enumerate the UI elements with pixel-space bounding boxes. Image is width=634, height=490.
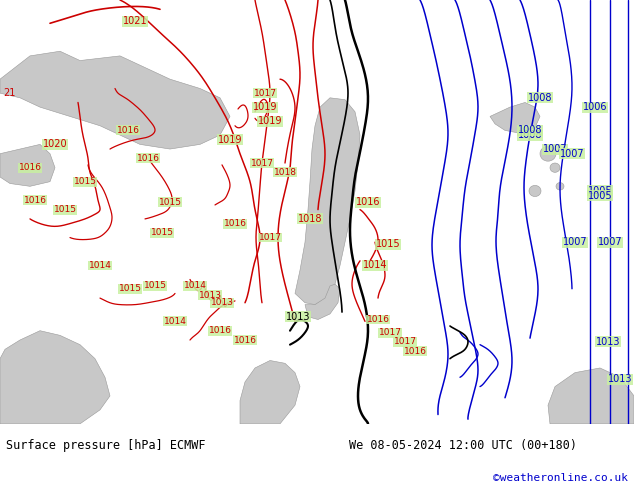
Text: 1016: 1016 [136, 154, 160, 163]
Text: 1013: 1013 [596, 337, 620, 347]
Text: 1017: 1017 [259, 233, 281, 242]
Text: 1008: 1008 [518, 130, 542, 140]
Text: 1020: 1020 [42, 139, 67, 149]
Text: 1015: 1015 [150, 228, 174, 237]
Text: 1017: 1017 [394, 338, 417, 346]
Polygon shape [490, 102, 540, 133]
Text: 1008: 1008 [518, 125, 542, 135]
Text: 1013: 1013 [608, 374, 632, 384]
Text: 1015: 1015 [143, 281, 167, 291]
Text: 1014: 1014 [363, 261, 387, 270]
Text: 1016: 1016 [117, 126, 139, 135]
Text: 1007: 1007 [543, 144, 567, 154]
Text: 1014: 1014 [89, 261, 112, 270]
Text: 1015: 1015 [158, 197, 181, 207]
Circle shape [550, 163, 560, 172]
Text: 1019: 1019 [258, 116, 282, 126]
Polygon shape [295, 98, 360, 305]
Circle shape [529, 185, 541, 196]
Text: 1021: 1021 [123, 17, 147, 26]
Polygon shape [0, 51, 230, 149]
Text: 1017: 1017 [254, 89, 276, 98]
Text: 1019: 1019 [253, 102, 277, 112]
Text: 1014: 1014 [164, 317, 186, 326]
Text: 1013: 1013 [210, 298, 233, 307]
Polygon shape [0, 145, 55, 186]
Text: 1006: 1006 [583, 102, 607, 112]
Polygon shape [305, 284, 340, 319]
Text: 1018: 1018 [298, 214, 322, 224]
Polygon shape [0, 331, 110, 424]
Text: 1016: 1016 [233, 336, 257, 344]
Text: Surface pressure [hPa] ECMWF: Surface pressure [hPa] ECMWF [6, 439, 206, 451]
Text: 1005: 1005 [588, 191, 612, 200]
Polygon shape [548, 368, 634, 424]
Circle shape [556, 183, 564, 190]
Text: 1016: 1016 [224, 219, 247, 228]
Text: 1013: 1013 [198, 291, 221, 300]
Text: 1015: 1015 [119, 284, 141, 294]
Text: ©weatheronline.co.uk: ©weatheronline.co.uk [493, 473, 628, 483]
Text: 1017: 1017 [250, 159, 273, 168]
Text: 1007: 1007 [560, 148, 585, 159]
Text: 1007: 1007 [563, 237, 587, 247]
Text: 1005: 1005 [588, 186, 612, 196]
Text: 1016: 1016 [366, 315, 389, 324]
Text: 1016: 1016 [18, 163, 41, 172]
Text: 1018: 1018 [273, 168, 297, 177]
Text: 1019: 1019 [217, 135, 242, 145]
Polygon shape [240, 361, 300, 424]
Text: 1015: 1015 [376, 239, 400, 249]
Circle shape [540, 146, 556, 161]
Text: 1016: 1016 [403, 347, 427, 356]
Text: 1007: 1007 [598, 237, 623, 247]
Text: 1016: 1016 [209, 326, 231, 335]
Text: 1016: 1016 [356, 197, 380, 207]
Text: 21: 21 [3, 88, 15, 98]
Text: 1014: 1014 [184, 281, 207, 291]
Text: 1015: 1015 [53, 205, 77, 214]
Text: 1013: 1013 [286, 312, 310, 322]
Text: 1017: 1017 [378, 328, 401, 337]
Text: 1016: 1016 [23, 196, 46, 205]
Text: We 08-05-2024 12:00 UTC (00+180): We 08-05-2024 12:00 UTC (00+180) [349, 439, 577, 451]
Text: 1008: 1008 [527, 93, 552, 103]
Text: 1015: 1015 [74, 177, 96, 186]
